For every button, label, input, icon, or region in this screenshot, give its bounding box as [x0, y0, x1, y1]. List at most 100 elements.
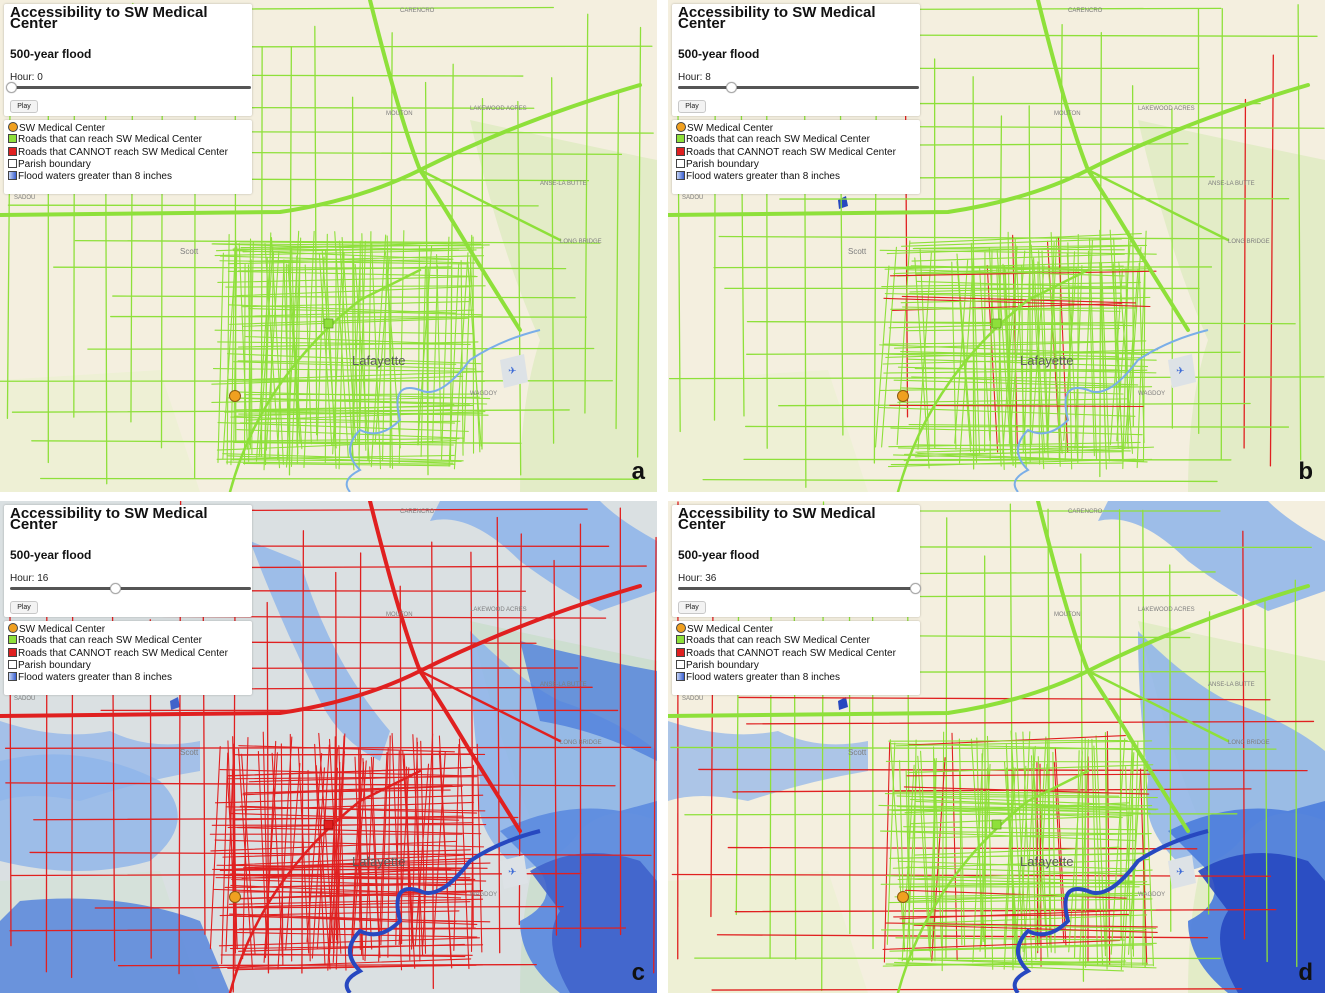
map-title: Accessibility to SW Medical Center — [10, 505, 208, 533]
map-canvas[interactable]: ✈ Scott CARENCRO MOUTON LAKEWOOD ACRES ANSE-L… — [0, 0, 657, 492]
place-label: MOUTON — [1054, 111, 1081, 117]
green-square-icon — [8, 134, 17, 144]
hour-slider-thumb[interactable] — [6, 82, 17, 93]
highway — [368, 501, 522, 833]
red-square-icon — [676, 146, 685, 156]
medical-center-marker[interactable] — [229, 390, 241, 402]
legend: SW Medical Center Roads that can reach SW… — [672, 120, 920, 194]
hour-slider-thumb[interactable] — [910, 583, 921, 594]
legend-item: Roads that CANNOT reach SW Medical Cente… — [676, 146, 896, 159]
map-panel-c[interactable]: ✈ Scott CARENCRO MOUTON LAKEWOOD ACRES ANSE-L… — [0, 501, 657, 993]
map-panel-d[interactable]: ✈ Scott CARENCRO MOUTON LAKEWOOD ACRES ANSE-L… — [668, 501, 1325, 993]
hour-slider-track[interactable] — [678, 86, 919, 89]
blue-gradient-square-icon — [676, 672, 685, 682]
legend-label: Flood waters greater than 8 inches — [18, 171, 172, 183]
highway — [418, 168, 562, 242]
place-label: LONG BRIDGE — [560, 740, 602, 746]
place-label: ANSE-LA BUTTE — [1208, 682, 1255, 688]
highway — [228, 268, 422, 492]
place-label: LONG BRIDGE — [1228, 740, 1270, 746]
place-label: CARENCRO — [1068, 8, 1103, 14]
play-button[interactable]: Play — [678, 100, 706, 113]
airport — [500, 354, 528, 388]
blue-gradient-square-icon — [8, 171, 17, 181]
place-label: CARENCRO — [400, 509, 435, 515]
hour-slider-thumb[interactable] — [109, 583, 121, 594]
place-label: MOUTON — [386, 111, 413, 117]
highway — [368, 0, 522, 332]
hour-readout: Hour: 36 — [678, 573, 717, 584]
legend-item: Roads that CANNOT reach SW Medical Cente… — [676, 647, 896, 660]
legend-label: Flood waters greater than 8 inches — [18, 672, 172, 684]
road-network — [0, 0, 654, 492]
medical-center-marker[interactable] — [897, 891, 909, 903]
map-panel-b[interactable]: ✈ Scott CARENCRO MOUTON LAKEWOOD ACRES ANSE-L… — [668, 0, 1325, 492]
play-button[interactable]: Play — [10, 601, 38, 614]
place-label: SADOU — [14, 195, 35, 201]
orange-circle-icon — [676, 623, 686, 633]
hour-slider-thumb[interactable] — [725, 82, 737, 93]
hour-readout: Hour: 0 — [10, 72, 43, 83]
map-panel-a[interactable]: ✈ Scott CARENCRO MOUTON LAKEWOOD ACRES ANSE-L… — [0, 0, 657, 492]
place-label: SADOU — [14, 696, 35, 702]
airport — [500, 855, 528, 889]
play-button[interactable]: Play — [10, 100, 38, 113]
place-label: WAGDOY — [470, 892, 497, 898]
map-subtitle: 500-year flood — [10, 47, 92, 61]
hour-slider-track[interactable] — [10, 587, 251, 590]
highway — [228, 769, 422, 993]
highway — [896, 268, 1090, 492]
place-label: WAGDOY — [470, 391, 497, 397]
place-label: LONG BRIDGE — [1228, 239, 1270, 245]
legend-label: SW Medical Center — [687, 123, 774, 134]
road-network — [668, 0, 1325, 492]
legend-item: Roads that can reach SW Medical Center — [676, 134, 870, 146]
highway — [1086, 168, 1230, 242]
red-square-icon — [8, 647, 17, 657]
green-square-icon — [676, 134, 685, 144]
legend-label: Roads that can reach SW Medical Center — [686, 635, 870, 647]
river — [1013, 329, 1209, 492]
map-canvas[interactable]: ✈ Scott CARENCRO MOUTON LAKEWOOD ACRES ANSE-L… — [0, 501, 657, 993]
place-label: LAKEWOOD ACRES — [1138, 607, 1195, 613]
legend-item: SW Medical Center — [676, 623, 773, 635]
highway — [1036, 0, 1190, 332]
legend-item: Flood waters greater than 8 inches — [676, 672, 840, 684]
legend-item: Parish boundary — [8, 659, 91, 672]
legend-item: Roads that can reach SW Medical Center — [676, 635, 870, 647]
medical-center-marker[interactable] — [897, 390, 909, 402]
legend-label: SW Medical Center — [19, 624, 106, 635]
map-subtitle: 500-year flood — [678, 548, 760, 562]
white-square-icon — [8, 659, 17, 669]
orange-circle-icon — [8, 122, 18, 132]
panel-letter: c — [631, 959, 645, 986]
blue-gradient-square-icon — [676, 171, 685, 181]
legend-item: SW Medical Center — [8, 623, 105, 635]
airport — [1168, 354, 1196, 388]
map-title: Accessibility to SW Medical Center — [678, 4, 876, 32]
rural-area — [668, 370, 868, 492]
legend-label: Roads that CANNOT reach SW Medical Cente… — [18, 647, 228, 659]
control-panel: Accessibility to SW Medical Center 500-ye… — [4, 4, 252, 116]
airplane-icon: ✈ — [1176, 366, 1184, 377]
legend-item: Parish boundary — [8, 158, 91, 171]
legend-label: Parish boundary — [686, 158, 759, 170]
place-label: Scott — [180, 247, 199, 256]
medical-center-marker[interactable] — [229, 891, 241, 903]
legend-item: Roads that CANNOT reach SW Medical Cente… — [8, 647, 228, 660]
hour-slider-track[interactable] — [10, 86, 251, 89]
airport — [1168, 855, 1196, 889]
control-panel: Accessibility to SW Medical Center 500-ye… — [4, 505, 252, 617]
play-button[interactable]: Play — [678, 601, 706, 614]
place-label: LAKEWOOD ACRES — [470, 106, 527, 112]
control-panel: Accessibility to SW Medical Center 500-ye… — [672, 4, 920, 116]
white-square-icon — [676, 659, 685, 669]
highway — [896, 769, 1090, 993]
place-label: WAGDOY — [1138, 892, 1165, 898]
map-subtitle: 500-year flood — [10, 548, 92, 562]
hour-slider-track[interactable] — [678, 587, 919, 590]
rural-area — [1138, 120, 1325, 492]
place-label: LONG BRIDGE — [560, 239, 602, 245]
legend: SW Medical Center Roads that can reach SW… — [672, 621, 920, 695]
place-label: SADOU — [682, 696, 703, 702]
